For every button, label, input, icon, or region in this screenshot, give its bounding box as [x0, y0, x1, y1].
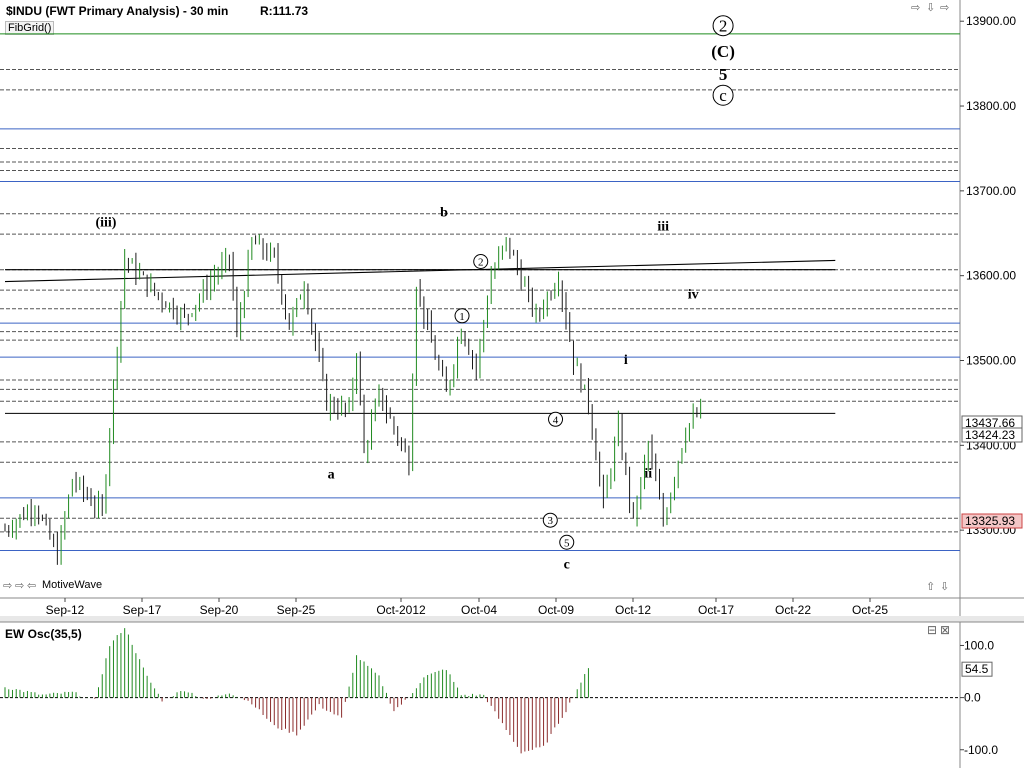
price-marker-label-0: 13437.66 — [965, 416, 1015, 430]
time-tick-label-7: Oct-12 — [615, 603, 651, 617]
fast-forward-icon[interactable]: ⇨ — [940, 1, 950, 14]
time-tick-label-8: Oct-17 — [698, 603, 734, 617]
price-marker-2 — [961, 513, 1023, 529]
price-tick-label-5: 13800.00 — [966, 99, 1016, 113]
time-tick-label-2: Sep-20 — [200, 603, 239, 617]
price-tick-label-4: 13700.00 — [966, 184, 1016, 198]
wave-label-16: c — [719, 86, 727, 105]
wave-label-15: 5 — [719, 65, 728, 84]
chart-title: $INDU (FWT Primary Analysis) - 30 min — [6, 4, 229, 18]
wave-label-2: b — [440, 205, 448, 220]
time-tick-label-9: Oct-22 — [775, 603, 811, 617]
wave-label-3: 1 — [459, 311, 465, 323]
wave-label-14: (C) — [711, 42, 735, 61]
wave-label-8: c — [564, 557, 570, 572]
osc-close-icon[interactable]: ⊠ — [940, 623, 951, 637]
wave-label-1: a — [328, 467, 335, 482]
wave-label-12: ii — [644, 467, 652, 482]
pan-right-icon-2[interactable]: ⇨ — [15, 579, 25, 592]
time-tick-label-4: Oct-2012 — [376, 603, 426, 617]
price-marker-label-2: 13325.93 — [965, 514, 1015, 528]
price-tick-label-2: 13500.00 — [966, 353, 1016, 367]
time-tick-label-6: Oct-09 — [538, 603, 574, 617]
time-tick-label-0: Sep-12 — [46, 603, 85, 617]
trend-line-0 — [4, 259, 836, 283]
wave-circle-16 — [712, 84, 734, 106]
wave-label-10: iv — [688, 288, 699, 303]
osc-title: EW Osc(35,5) — [5, 627, 82, 641]
price-marker-1 — [961, 427, 1023, 443]
time-tick-label-3: Sep-25 — [277, 603, 316, 617]
panel-splitter — [0, 616, 1024, 622]
osc-current-label: 54.5 — [965, 662, 989, 676]
wave-circle-3 — [454, 308, 470, 324]
wave-label-11: i — [624, 353, 628, 368]
osc-current-marker — [961, 661, 993, 677]
range-readout: R:111.73 — [260, 4, 309, 18]
price-tick-label-6: 13900.00 — [966, 14, 1016, 28]
price-tick-label-3: 13600.00 — [966, 269, 1016, 283]
wave-label-0: (iii) — [95, 215, 116, 230]
scroll-down-icon[interactable]: ⇩ — [926, 1, 936, 14]
osc-tick-label-2: -100.0 — [964, 743, 998, 757]
time-tick-label-10: Oct-25 — [852, 603, 888, 617]
wave-circle-7 — [559, 534, 575, 550]
zoom-down-icon[interactable]: ⇩ — [940, 580, 950, 593]
wave-circle-5 — [548, 411, 564, 427]
wave-circle-6 — [542, 512, 558, 528]
wave-label-9: iii — [657, 220, 669, 235]
osc-tick-label-1: 0.0 — [964, 691, 981, 705]
price-marker-label-1: 13424.23 — [965, 428, 1015, 442]
time-tick-label-1: Sep-17 — [123, 603, 162, 617]
wave-label-4: 2 — [478, 256, 484, 268]
time-tick-label-5: Oct-04 — [461, 603, 497, 617]
osc-maximize-icon[interactable]: ⊟ — [927, 623, 938, 637]
study-tag-fibgrid[interactable]: FibGrid() — [5, 21, 55, 35]
scroll-right-icon[interactable]: ⇨ — [911, 1, 921, 14]
wave-circle-13 — [712, 15, 734, 37]
wave-circle-4 — [473, 253, 489, 269]
osc-tick-label-0: 100.0 — [964, 638, 994, 652]
brand-label: MotiveWave — [42, 579, 103, 591]
wave-label-13: 2 — [719, 17, 728, 36]
wave-label-5: 4 — [553, 414, 559, 426]
zoom-up-icon[interactable]: ⇧ — [926, 580, 936, 593]
wave-label-6: 3 — [548, 515, 554, 527]
pan-left-icon[interactable]: ⇦ — [27, 579, 37, 592]
pan-right-icon[interactable]: ⇨ — [3, 579, 13, 592]
wave-label-7: 5 — [564, 537, 570, 549]
